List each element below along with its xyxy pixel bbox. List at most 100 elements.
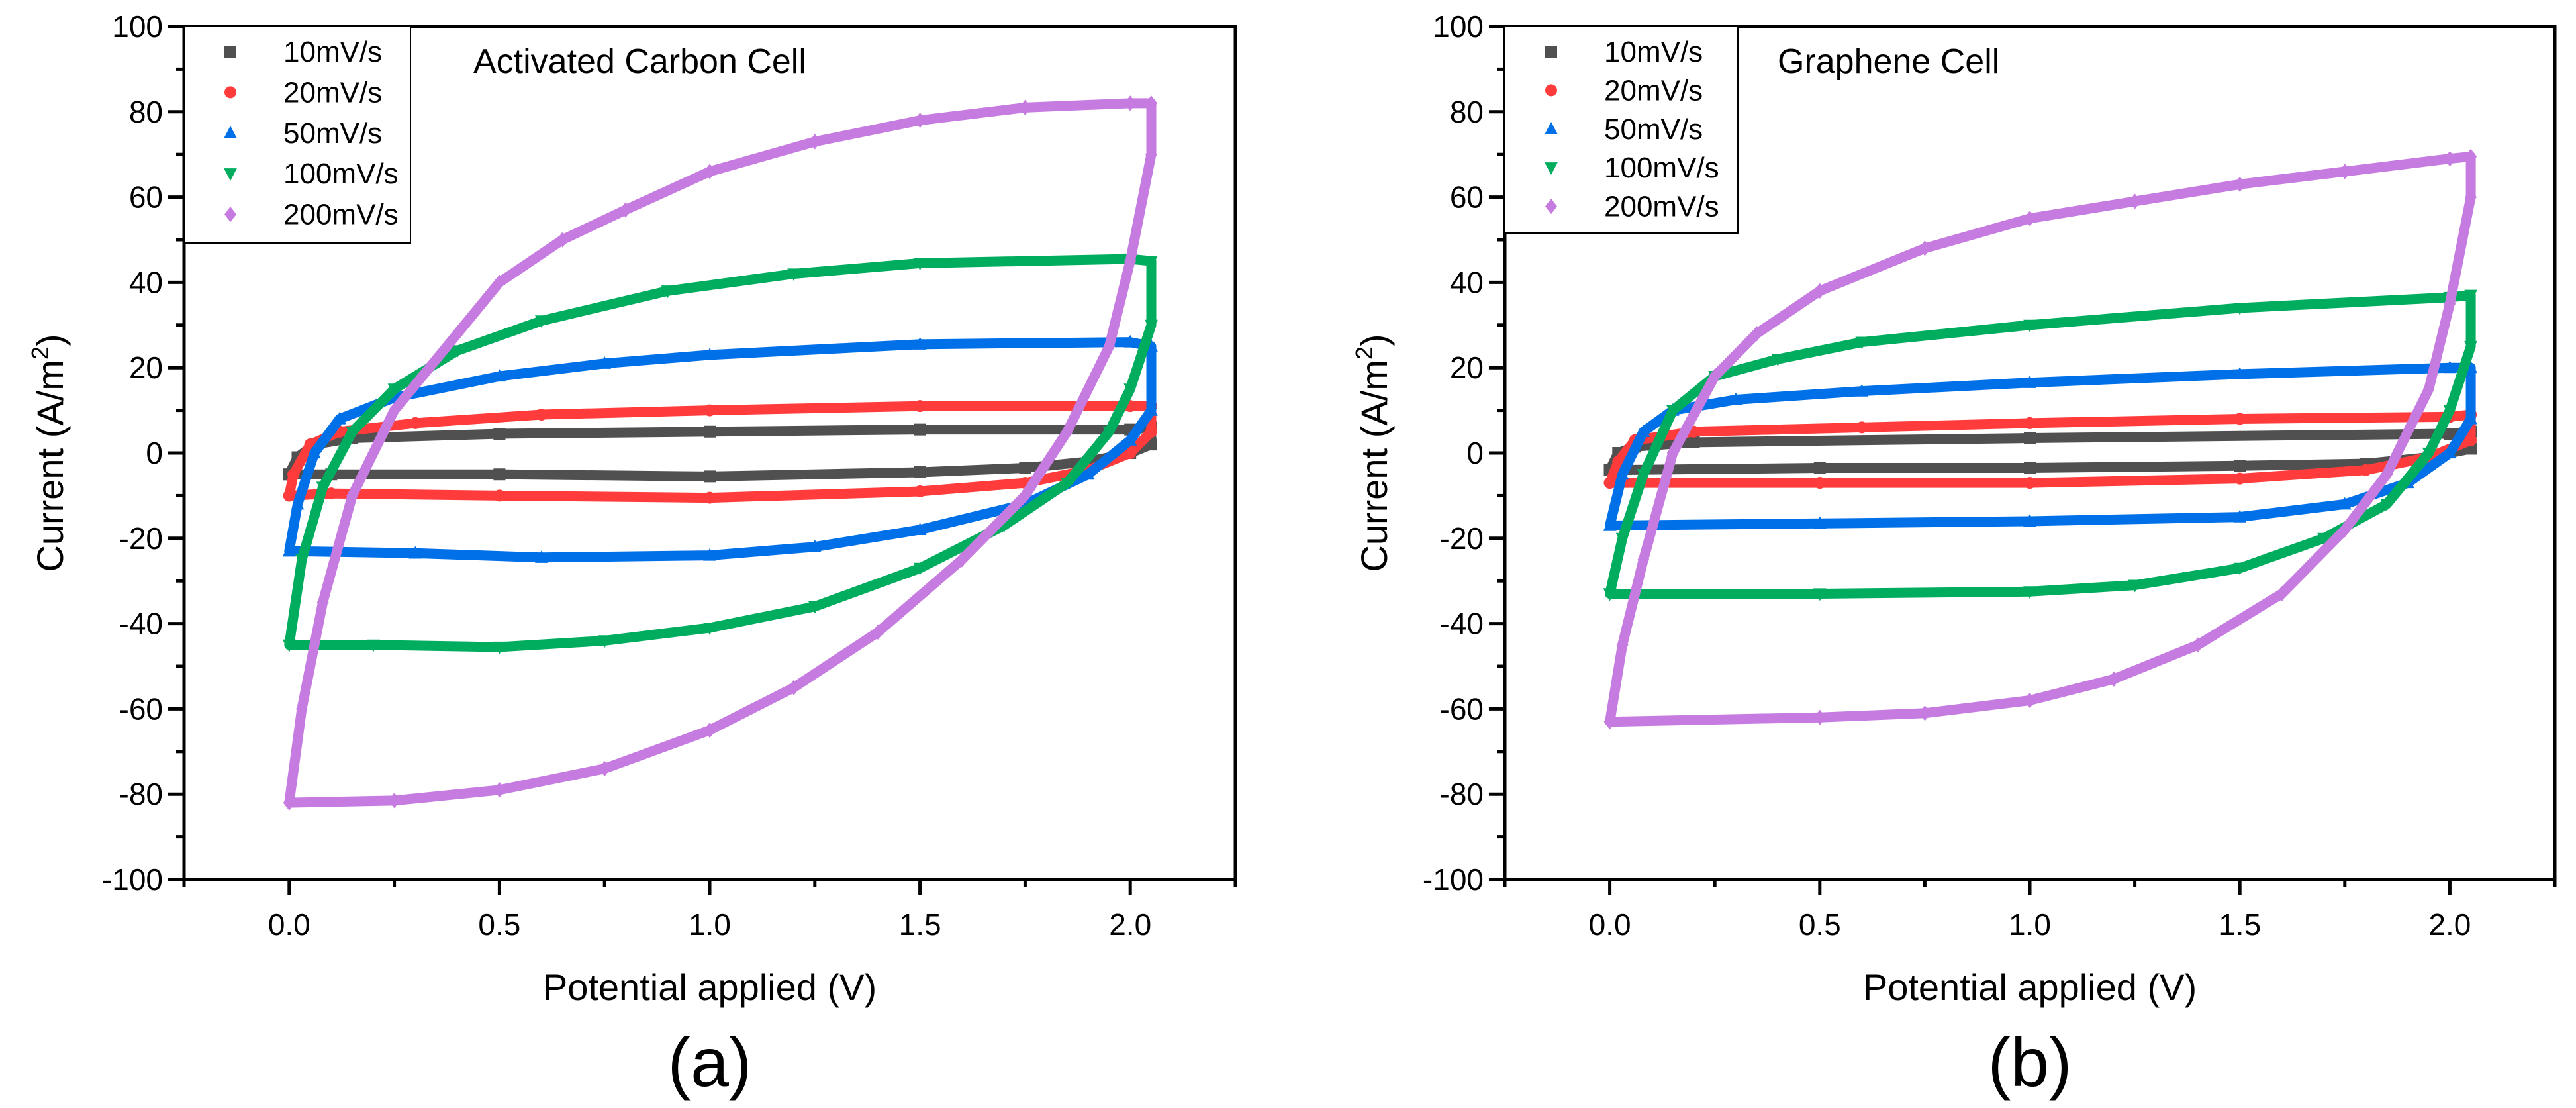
data-point: [2444, 295, 2456, 312]
data-point: [316, 481, 330, 495]
data-point: [1813, 588, 1827, 601]
data-point: [704, 722, 716, 738]
data-point: [1856, 421, 1868, 434]
data-point: [2234, 472, 2246, 485]
data-point: [2464, 411, 2478, 425]
data-point: [2464, 289, 2478, 303]
data-point: [1612, 455, 1625, 468]
data-point: [2380, 499, 2394, 512]
chart-panel-b: 100 80 60 40 20 0 -20 -40 -60 -80 -100 0.0 0.5 1.0 1.5…: [1351, 9, 2557, 1101]
data-point: [388, 793, 401, 809]
data-point: [1123, 383, 1137, 397]
x-tick-label: 0.0: [268, 907, 310, 942]
legend-label: 10mV/s: [283, 36, 382, 68]
x-tick-label: 0.5: [478, 907, 520, 942]
data-point: [408, 546, 422, 559]
data-point: [808, 601, 822, 614]
data-point: [409, 417, 422, 429]
data-point: [2024, 417, 2036, 429]
data-point: [1019, 99, 1031, 116]
y-tick-label: 100: [112, 9, 163, 44]
data-point: [1919, 240, 1931, 256]
legend-marker-triangle-down-icon: [224, 168, 237, 181]
data-point: [1124, 95, 1137, 111]
legend-marker-triangle-up-icon: [1545, 122, 1558, 134]
data-point: [535, 315, 548, 328]
x-tick-label: 2.0: [2428, 907, 2471, 942]
y-axis-label-main: Current (A/m: [1353, 360, 1395, 572]
data-point: [2464, 340, 2478, 354]
data-point: [1061, 424, 1073, 440]
data-point: [2381, 466, 2393, 482]
data-point: [493, 468, 506, 481]
x-tick-label: 0.0: [1589, 907, 1631, 942]
data-point: [1102, 426, 1116, 439]
y-tick-label: 80: [1450, 95, 1484, 129]
y-axis-label-sup: 2: [1351, 346, 1378, 360]
data-point: [1771, 354, 1785, 367]
data-point: [451, 325, 463, 342]
data-point: [2443, 446, 2457, 459]
legend-label: 20mV/s: [1604, 74, 1703, 107]
y-axis-label: Current (A/m2): [26, 334, 71, 572]
y-tick-label: -100: [102, 862, 163, 897]
data-point: [703, 622, 716, 635]
x-axis-label: Potential applied (V): [1863, 966, 2197, 1008]
data-point: [2023, 319, 2036, 332]
series-200mv-per-s: [1605, 151, 2476, 727]
data-point: [661, 285, 675, 299]
data-point: [1688, 436, 1700, 448]
data-point: [388, 402, 401, 419]
data-point: [325, 487, 338, 500]
data-point: [493, 489, 506, 502]
data-point: [1603, 588, 1617, 601]
data-point: [1919, 705, 1931, 721]
legend-box: [1504, 26, 1739, 234]
data-point: [914, 112, 926, 128]
data-point: [2338, 522, 2351, 538]
data-point: [1145, 146, 1157, 162]
y-tick-label: -100: [1423, 862, 1484, 897]
data-point: [2233, 562, 2247, 576]
legend-marker-triangle-down-icon: [1545, 162, 1558, 175]
data-point: [2024, 432, 2036, 444]
data-point: [493, 641, 506, 654]
data-point: [1813, 283, 1826, 299]
data-point: [1637, 552, 1650, 568]
legend-marker-square-icon: [224, 46, 236, 58]
legend-marker-circle-icon: [1545, 84, 1557, 97]
data-point: [2317, 532, 2330, 546]
data-point: [1855, 336, 1869, 350]
data-point: [913, 336, 927, 350]
data-point: [493, 369, 506, 382]
data-point: [598, 635, 612, 648]
data-point: [2107, 671, 2120, 687]
y-axis-label-sup: 2: [26, 346, 54, 360]
data-point: [787, 268, 800, 281]
y-tick-label: 40: [129, 265, 163, 299]
legend-label: 50mV/s: [283, 117, 382, 150]
data-point: [1603, 518, 1617, 531]
data-point: [703, 348, 716, 360]
data-point: [914, 485, 926, 497]
data-point: [2191, 637, 2204, 653]
y-axis-label-end: ): [29, 334, 71, 346]
data-point: [2024, 477, 2036, 489]
data-point: [2128, 193, 2141, 209]
data-point: [493, 428, 506, 440]
data-point: [2128, 579, 2142, 593]
y-tick-label: -60: [119, 691, 163, 726]
data-point: [2233, 302, 2247, 315]
data-point: [704, 425, 716, 438]
data-point: [1813, 477, 1826, 489]
data-point: [598, 356, 612, 369]
data-point: [2234, 413, 2246, 425]
legend-label: 100mV/s: [1604, 152, 1719, 184]
data-point: [1081, 467, 1095, 480]
x-tick-label: 1.0: [689, 907, 731, 942]
data-point: [914, 423, 926, 436]
y-axis-label-main: Current (A/m: [29, 360, 71, 572]
x-axis-label: Potential applied (V): [543, 966, 877, 1008]
data-point: [1709, 368, 1721, 384]
data-point: [535, 550, 548, 563]
